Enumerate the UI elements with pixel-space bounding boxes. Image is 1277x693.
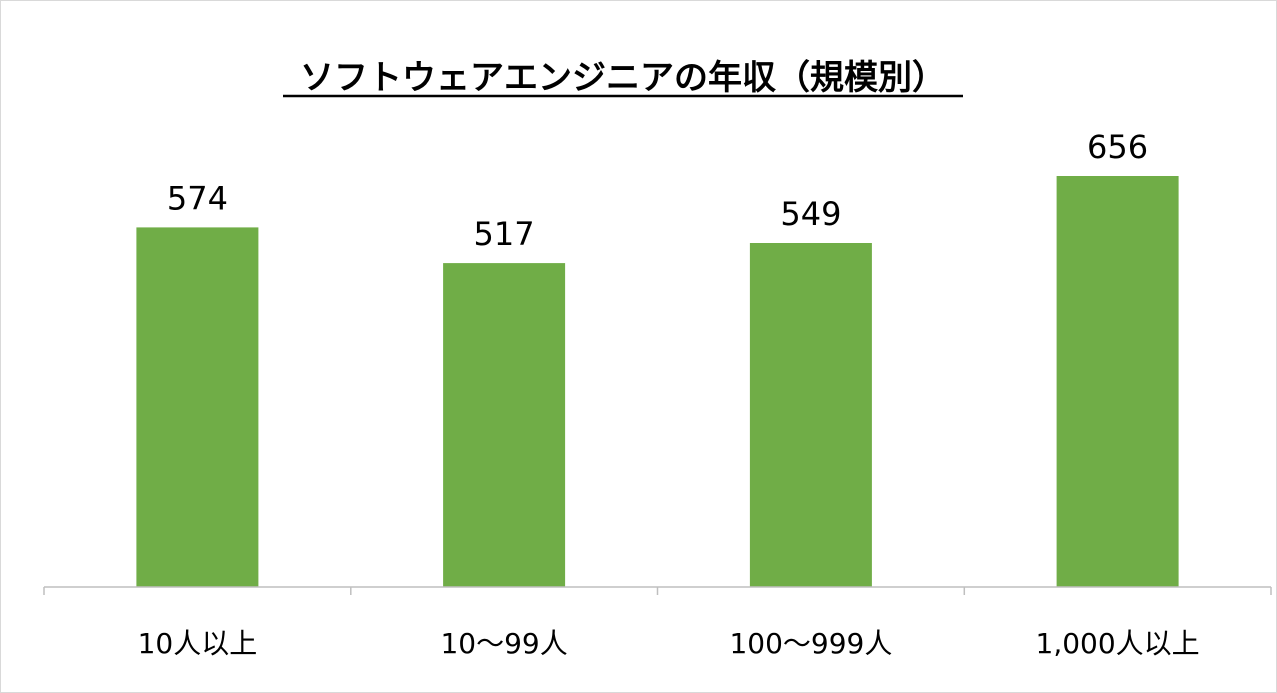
category-labels-group: 10人以上 10～99人 100～999人 1,000人以上 <box>138 627 1200 660</box>
category-label-2: 100～999人 <box>729 627 892 660</box>
bar-3 <box>1056 176 1179 587</box>
category-label-3: 1,000人以上 <box>1036 627 1200 660</box>
bar-0 <box>136 227 259 587</box>
bar-2 <box>749 243 872 587</box>
data-label-1: 517 <box>474 215 535 253</box>
category-label-1: 10～99人 <box>440 627 567 660</box>
bar-1 <box>443 263 566 587</box>
data-labels-group: 574 517 549 656 <box>167 128 1148 253</box>
chart-title: ソフトウェアエンジニアの年収（規模別） <box>300 58 946 98</box>
x-axis <box>43 586 1272 595</box>
category-label-0: 10人以上 <box>138 627 258 660</box>
bars-group <box>136 176 1179 587</box>
data-label-2: 549 <box>780 195 841 233</box>
data-label-3: 656 <box>1087 128 1148 166</box>
data-label-0: 574 <box>167 179 228 217</box>
